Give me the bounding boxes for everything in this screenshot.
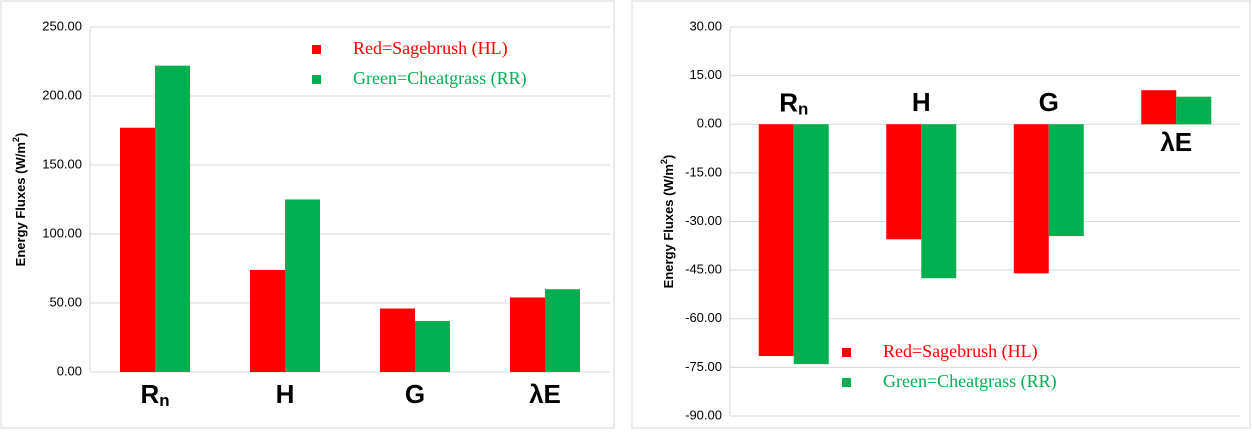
bar [250, 269, 285, 372]
bar [120, 127, 155, 373]
y-tick-label: -90.00 [685, 407, 722, 422]
y-tick-label: 200.00 [42, 87, 82, 102]
bar [1013, 124, 1049, 274]
bar [545, 289, 580, 372]
y-tick-label: -30.00 [685, 213, 722, 228]
legend-label: Red=Sagebrush (HL) [883, 341, 1038, 362]
x-tick-label: λE [1160, 127, 1192, 157]
y-tick-label: 0.00 [697, 116, 722, 131]
y-tick-label: -15.00 [685, 164, 722, 179]
y-tick-label: 15.00 [689, 67, 722, 82]
x-tick-label: H [912, 87, 931, 117]
y-tick-label: 250.00 [42, 18, 82, 33]
y-tick-label: 100.00 [42, 225, 82, 240]
legend-label: Red=Sagebrush (HL) [353, 38, 508, 59]
bar [921, 124, 957, 279]
legend-marker [312, 45, 321, 54]
x-tick-label: λE [529, 379, 561, 409]
y-tick-label: 150.00 [42, 156, 82, 171]
bar [155, 65, 190, 372]
bar [510, 297, 545, 372]
legend-label: Green=Cheatgrass (RR) [353, 68, 527, 89]
legend-marker [842, 378, 851, 387]
y-tick-label: 30.00 [689, 18, 722, 33]
y-axis-label: Energy Fluxes (W/m2) [11, 133, 28, 267]
x-tick-label: Rn [779, 87, 808, 119]
bar [758, 124, 794, 357]
x-tick-label: G [1039, 87, 1059, 117]
bar [415, 320, 450, 372]
legend-label: Green=Cheatgrass (RR) [883, 371, 1057, 392]
y-tick-label: 0.00 [57, 363, 82, 378]
y-axis-label: Energy Fluxes (W/m2) [659, 155, 676, 289]
bar [380, 308, 415, 372]
bar [285, 199, 320, 372]
legend-marker [312, 75, 321, 84]
y-tick-label: -45.00 [685, 262, 722, 277]
bar [1048, 124, 1084, 237]
y-tick-label: 50.00 [49, 294, 82, 309]
bar [886, 124, 922, 240]
bar [793, 124, 829, 365]
y-tick-label: -75.00 [685, 359, 722, 374]
x-tick-label: Rn [140, 379, 169, 411]
legend-marker [842, 348, 851, 357]
x-tick-label: G [405, 379, 425, 409]
bar [1176, 96, 1212, 125]
y-tick-label: -60.00 [685, 310, 722, 325]
x-tick-label: H [276, 379, 295, 409]
bar [1141, 90, 1177, 125]
